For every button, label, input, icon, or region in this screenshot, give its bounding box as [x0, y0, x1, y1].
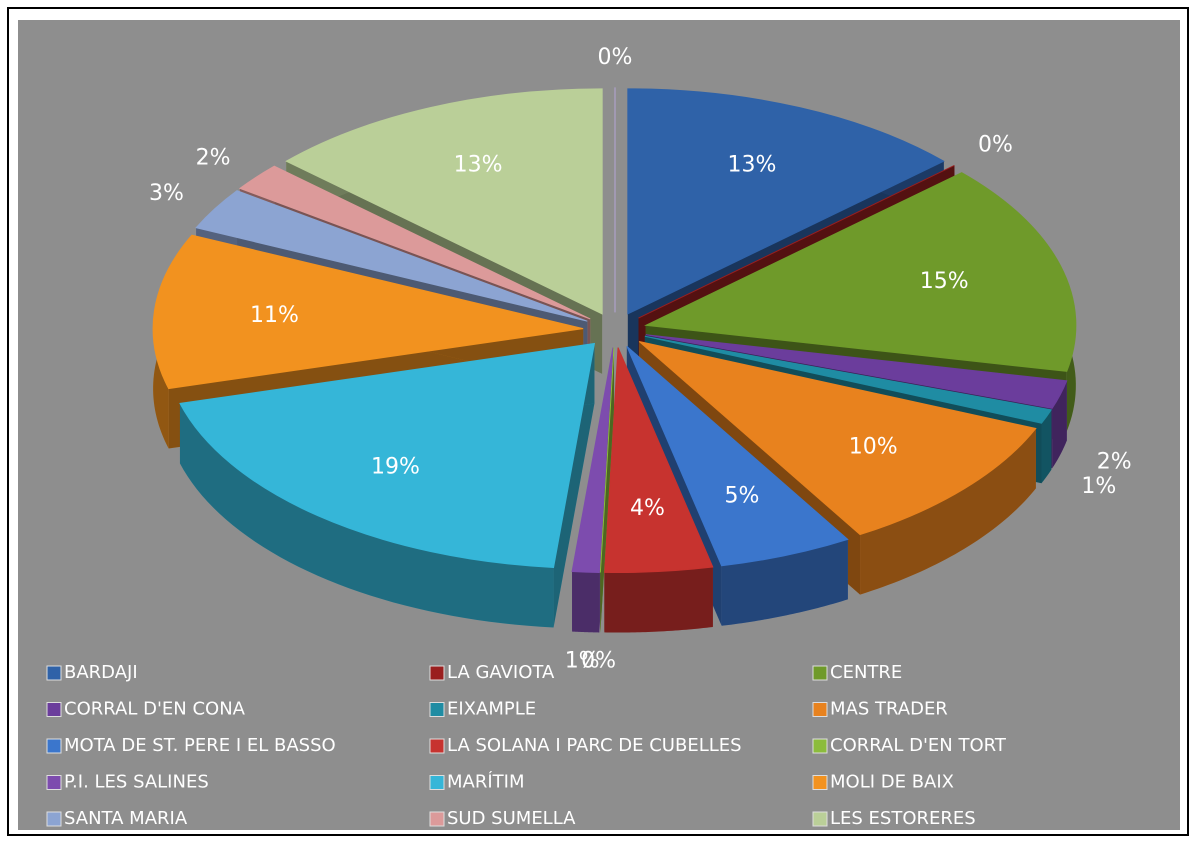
slice-shade — [179, 403, 554, 628]
data-label: 3% — [149, 181, 184, 206]
data-label: 11% — [250, 303, 299, 328]
legend-label: MOLI DE BAIX — [830, 772, 954, 793]
data-label: 0% — [598, 45, 633, 70]
legend-swatch — [429, 738, 445, 754]
legend-swatch — [46, 702, 62, 717]
data-label: 5% — [725, 484, 760, 509]
data-label: 13% — [454, 152, 503, 177]
legend-label: LA SOLANA I PARC DE CUBELLES — [447, 735, 742, 756]
slice-wall — [600, 347, 614, 633]
legend-swatch — [429, 811, 445, 827]
legend-swatch — [812, 665, 828, 681]
slice-shade — [553, 343, 595, 628]
slice-top — [645, 334, 1068, 409]
legend-swatch — [429, 775, 445, 790]
data-label: 13% — [728, 152, 777, 177]
data-label: 2% — [196, 146, 231, 171]
slice-top — [179, 342, 596, 568]
legend-swatch — [812, 775, 828, 790]
data-label: 0% — [581, 649, 616, 674]
data-label: 1% — [1081, 474, 1116, 499]
slice-top — [571, 347, 614, 573]
slice — [599, 347, 615, 633]
slice-top — [603, 347, 714, 574]
slice-wall — [553, 343, 595, 628]
slice-side — [179, 403, 554, 628]
data-label: 2% — [1097, 449, 1132, 474]
slice-shade — [860, 428, 1036, 595]
slice-top — [638, 164, 955, 319]
legend-label: LA GAVIOTA — [447, 662, 555, 683]
slice-top — [627, 88, 945, 315]
legend-label: CORRAL D'EN CONA — [64, 699, 246, 720]
data-label: 10% — [849, 435, 898, 460]
slice-side — [1041, 409, 1052, 484]
slice-shade — [721, 539, 848, 626]
legend-swatch — [812, 738, 828, 754]
legend-swatch — [46, 811, 62, 827]
legend-swatch — [429, 665, 445, 681]
slice-top — [644, 335, 1053, 424]
legend-label: LES ESTORERES — [830, 808, 976, 829]
slice-shade — [604, 566, 713, 633]
slice-top — [626, 345, 849, 567]
legend-swatch — [812, 702, 828, 717]
slice-top — [285, 88, 603, 315]
data-label: 0% — [978, 133, 1013, 158]
slice — [179, 342, 596, 628]
legend-swatch — [812, 811, 828, 827]
legend-label: MOTA DE ST. PERE I EL BASSO — [64, 735, 336, 756]
legend-label: EIXAMPLE — [447, 699, 536, 720]
data-label: 19% — [371, 455, 420, 480]
data-label: 4% — [630, 496, 665, 521]
legend-label: SUD SUMELLA — [447, 808, 576, 829]
data-label: 15% — [920, 269, 969, 294]
slice-top — [638, 341, 1037, 536]
legend-label: CORRAL D'EN TORT — [830, 735, 1007, 756]
legend-label: CENTRE — [830, 662, 902, 683]
slice-shade — [600, 347, 614, 633]
legend-label: P.I. LES SALINES — [64, 772, 209, 793]
data-label: 1% — [565, 648, 600, 673]
slice-side — [604, 566, 713, 633]
slice-shade — [572, 571, 600, 633]
slice-side — [572, 571, 600, 633]
legend-label: MAS TRADER — [830, 699, 948, 720]
legend-swatch — [46, 665, 62, 681]
legend-label: BARDAJI — [64, 662, 138, 683]
legend-label: MARÍTIM — [447, 771, 525, 793]
slice-top — [195, 190, 588, 322]
slice-top — [644, 172, 1077, 372]
slice — [603, 347, 714, 633]
legend-swatch — [429, 702, 445, 717]
legend-label: SANTA MARIA — [64, 808, 188, 829]
slice-shade — [1041, 409, 1052, 484]
slice-side — [721, 539, 848, 626]
slice-top — [238, 165, 591, 320]
slice-side — [860, 428, 1036, 595]
legend-swatch — [46, 738, 62, 754]
slice-top — [152, 234, 584, 390]
legend-swatch — [46, 775, 62, 790]
